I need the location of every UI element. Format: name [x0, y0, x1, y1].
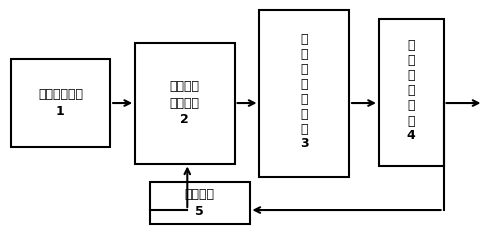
Text: 放: 放 — [300, 78, 308, 91]
Text: 输: 输 — [408, 39, 415, 52]
Text: 出: 出 — [408, 54, 415, 67]
Text: 单: 单 — [408, 99, 415, 113]
Text: 1: 1 — [56, 105, 65, 118]
Text: 5: 5 — [196, 205, 204, 218]
Text: 2: 2 — [181, 113, 189, 126]
Text: 控制信号: 控制信号 — [170, 80, 200, 93]
Bar — [135, 43, 235, 164]
Text: 缓: 缓 — [408, 69, 415, 82]
Text: 反馈单元: 反馈单元 — [185, 188, 215, 201]
Text: 调理单元: 调理单元 — [170, 97, 200, 110]
Text: 元: 元 — [408, 115, 415, 128]
Bar — [259, 10, 349, 177]
Text: 3: 3 — [300, 137, 308, 150]
Text: 噪: 噪 — [300, 48, 308, 61]
Text: 单: 单 — [300, 108, 308, 121]
Bar — [10, 59, 110, 147]
Text: 冲: 冲 — [408, 84, 415, 97]
Text: 大: 大 — [300, 93, 308, 106]
Bar — [150, 182, 250, 224]
Text: 无: 无 — [300, 33, 308, 46]
Text: 声: 声 — [300, 63, 308, 76]
Text: 元: 元 — [300, 123, 308, 136]
Text: 控制信号单元: 控制信号单元 — [38, 88, 83, 101]
Text: 4: 4 — [407, 128, 416, 142]
Bar — [379, 19, 444, 166]
